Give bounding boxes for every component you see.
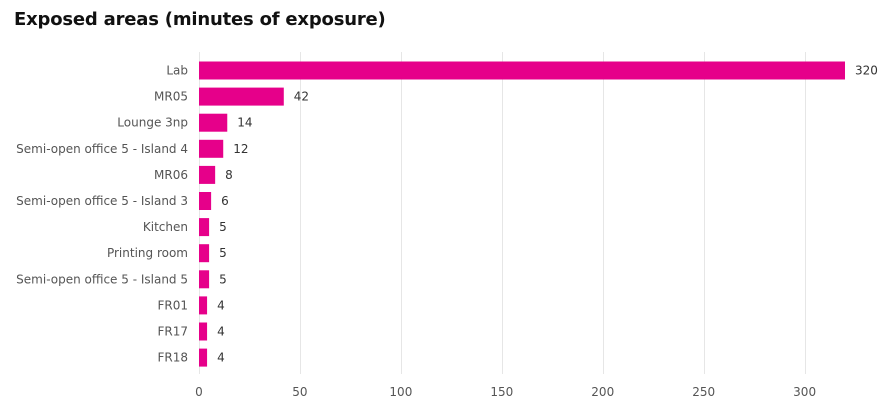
bar[interactable] xyxy=(199,165,216,184)
x-tick-label: 300 xyxy=(793,385,816,399)
category-label: Semi-open office 5 - Island 5 xyxy=(16,272,188,286)
value-labels: 320 42 14 128 6 5 5 5 4 4 4 xyxy=(217,64,878,365)
value-label: 8 xyxy=(225,168,233,182)
value-label: 14 xyxy=(237,116,252,130)
value-label: 5 xyxy=(219,272,227,286)
x-tick-label: 100 xyxy=(389,385,412,399)
x-tick-label: 200 xyxy=(591,385,614,399)
value-label: 320 xyxy=(855,64,878,78)
x-tick-label: 150 xyxy=(490,385,513,399)
category-label: Printing room xyxy=(107,246,188,260)
value-label: 4 xyxy=(217,351,225,365)
category-label: Lab xyxy=(166,64,188,78)
bar[interactable] xyxy=(199,218,210,237)
bar[interactable] xyxy=(199,244,210,263)
value-label: 6 xyxy=(221,194,229,208)
bar[interactable] xyxy=(199,348,208,367)
value-label: 5 xyxy=(219,246,227,260)
chart-title: Exposed areas (minutes of exposure) xyxy=(14,9,386,30)
category-label: Kitchen xyxy=(143,220,188,234)
gridlines xyxy=(199,52,806,374)
value-label: 5 xyxy=(219,220,227,234)
category-label: FR17 xyxy=(157,325,188,339)
bar[interactable] xyxy=(199,87,284,106)
category-label: FR18 xyxy=(157,351,188,365)
value-label: 12 xyxy=(233,142,248,156)
x-tick-label: 0 xyxy=(195,385,203,399)
value-label: 4 xyxy=(217,325,225,339)
bar[interactable] xyxy=(199,322,208,341)
x-tick-label: 250 xyxy=(692,385,715,399)
category-labels: Lab MR05 Lounge 3np Semi-open office 5 - Is… xyxy=(16,64,188,365)
bar[interactable] xyxy=(199,139,224,158)
value-label: 42 xyxy=(294,90,309,104)
bar[interactable] xyxy=(199,192,212,210)
category-label: MR05 xyxy=(154,90,188,104)
bars xyxy=(199,61,845,367)
category-label: Lounge 3np xyxy=(117,116,188,130)
category-label: Semi-open office 5 - Island 3 xyxy=(16,194,188,208)
value-label: 4 xyxy=(217,298,225,312)
category-label: FR01 xyxy=(157,298,188,312)
x-axis-ticks: 0 50 100 150 200 250 300 xyxy=(195,385,816,399)
bar[interactable] xyxy=(199,296,208,315)
x-tick-label: 50 xyxy=(292,385,307,399)
bar[interactable] xyxy=(199,61,845,80)
bar[interactable] xyxy=(199,113,228,132)
category-label: MR06 xyxy=(154,168,188,182)
bar[interactable] xyxy=(199,270,210,289)
category-label: Semi-open office 5 - Island 4 xyxy=(16,142,188,156)
